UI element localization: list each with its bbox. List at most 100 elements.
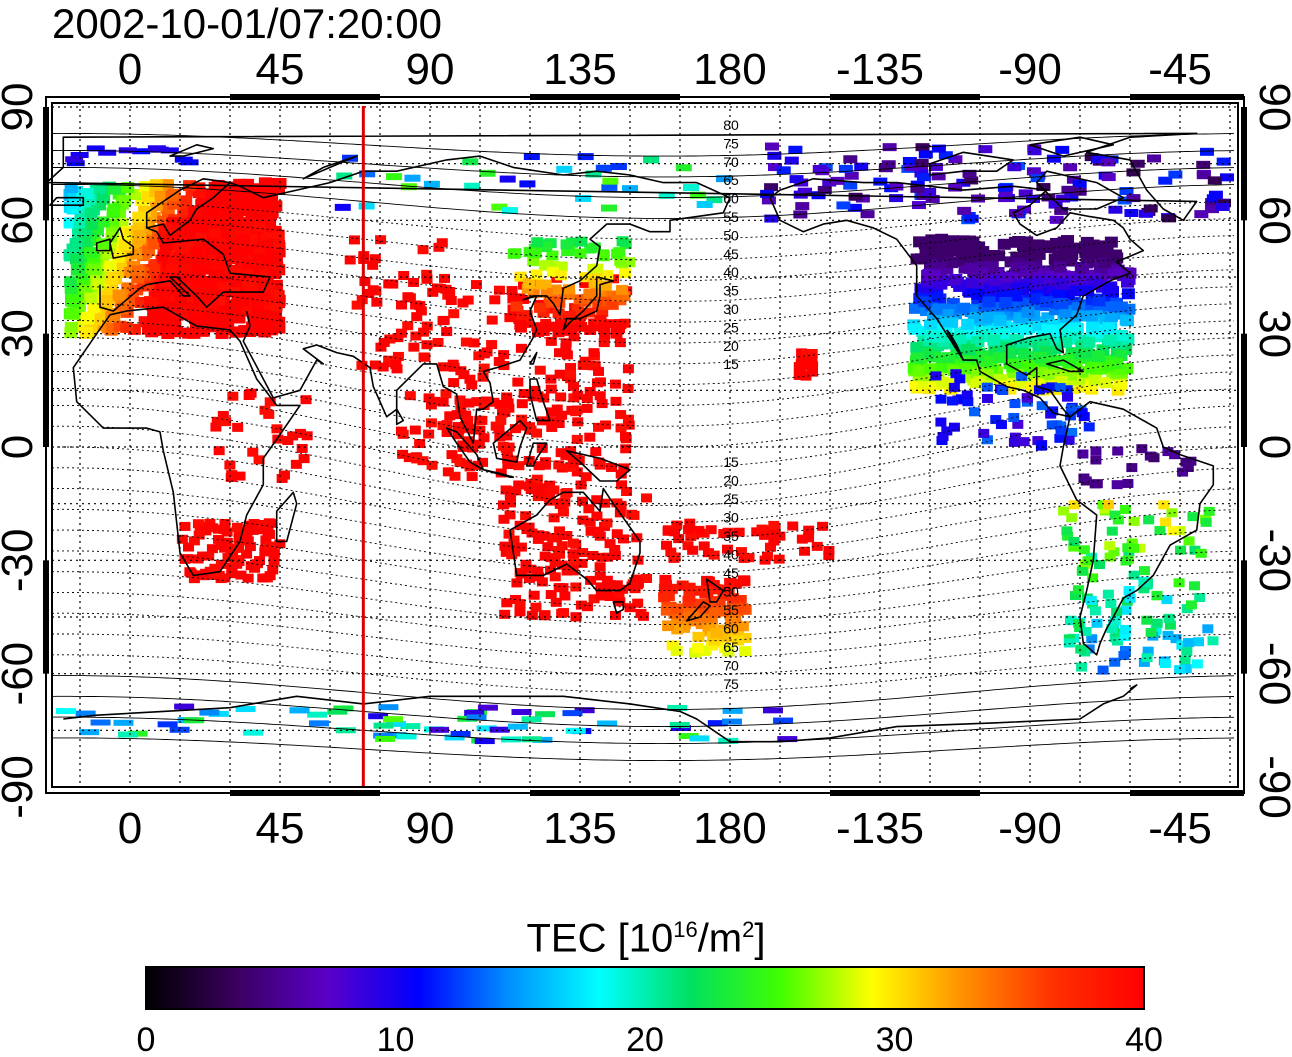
tec-cell <box>584 386 596 396</box>
tec-cell <box>817 185 832 194</box>
tec-cell <box>1119 646 1131 656</box>
tec-cell <box>359 170 376 178</box>
tec-cell <box>474 415 486 425</box>
contour-line <box>51 695 1235 728</box>
tec-cell <box>965 277 979 289</box>
map-frame <box>43 94 1247 796</box>
contour-line <box>51 529 1235 592</box>
tec-cell <box>218 186 232 198</box>
tec-cell <box>262 295 275 306</box>
tec-cell <box>1097 665 1109 675</box>
tec-cell <box>213 295 226 306</box>
tec-cell <box>1079 246 1093 258</box>
tec-cell <box>531 237 544 248</box>
tec-cell <box>252 307 265 318</box>
contour-line <box>52 550 1235 609</box>
tec-cell <box>557 507 569 517</box>
tec-cell <box>1119 314 1133 326</box>
tec-cell <box>133 229 147 241</box>
tec-cell <box>692 643 705 654</box>
tec-cell <box>601 270 614 281</box>
tec-cell <box>536 443 548 453</box>
tec-cell <box>534 711 555 718</box>
tec-cell <box>1072 585 1084 595</box>
tec-cell <box>725 616 738 627</box>
tec-cell <box>1018 246 1032 258</box>
tec-cell <box>1036 183 1051 192</box>
tec-cell <box>585 170 602 178</box>
tec-cell <box>588 242 601 253</box>
tec-cell <box>575 321 588 332</box>
tec-cell <box>1193 637 1205 647</box>
tec-cell <box>296 443 308 453</box>
tec-cell <box>736 621 749 632</box>
tec-cell <box>408 277 420 287</box>
tec-cell <box>622 364 634 374</box>
tec-cell <box>1191 659 1203 669</box>
tec-cell <box>545 374 557 384</box>
tec-cell <box>1018 437 1030 447</box>
tec-cell <box>1128 570 1140 580</box>
tec-cell <box>1009 432 1021 442</box>
tec-cell <box>707 720 728 727</box>
tec-cell <box>950 369 962 379</box>
tec-cell <box>258 309 271 320</box>
tec-cell <box>130 284 144 296</box>
tec-cell <box>118 731 139 738</box>
tec-cell <box>217 410 229 420</box>
tec-cell <box>300 395 312 405</box>
left-lat-label: 30 <box>0 309 42 358</box>
tec-cell <box>455 402 467 412</box>
tec-cell <box>1162 630 1174 640</box>
tec-cell <box>248 519 260 529</box>
tec-cell <box>441 427 453 437</box>
tec-cell <box>198 256 211 267</box>
tec-cell <box>264 218 277 229</box>
tec-cell <box>231 295 244 306</box>
tec-cell <box>1104 541 1116 551</box>
tec-cell <box>1105 599 1117 609</box>
tec-cell <box>128 189 142 201</box>
tec-cell <box>241 529 253 539</box>
tec-cell <box>523 247 536 258</box>
tec-cell <box>556 541 568 551</box>
tec-cell <box>371 297 383 307</box>
tec-cell <box>729 604 742 615</box>
tec-cell <box>471 397 483 407</box>
tec-cell <box>170 279 183 290</box>
tec-cell <box>978 428 990 438</box>
tec-cell <box>182 554 194 564</box>
tec-cell <box>583 504 595 514</box>
contour-label: 80 <box>723 117 739 133</box>
tec-cell <box>1063 435 1075 445</box>
tec-cell <box>632 598 644 608</box>
top-lon-label: 0 <box>118 45 142 94</box>
tec-cell <box>1106 526 1118 536</box>
tec-cell <box>229 326 243 338</box>
contour-line <box>52 285 1235 344</box>
tec-cell <box>410 331 422 341</box>
plot-border <box>51 102 1239 788</box>
tec-cell <box>1148 453 1160 463</box>
tec-cell <box>1126 538 1138 548</box>
tec-cell <box>555 448 567 458</box>
tec-cell <box>112 289 126 301</box>
tec-cell <box>259 405 271 415</box>
tec-cell <box>561 350 573 360</box>
contour-line <box>52 716 1234 745</box>
tec-cell <box>978 273 992 285</box>
tec-cell <box>396 733 417 740</box>
tec-cell <box>660 605 673 616</box>
tec-cell <box>1094 560 1106 570</box>
tec-cell <box>947 396 959 406</box>
tec-cell <box>1073 619 1085 629</box>
tec-cell <box>1010 251 1024 263</box>
tec-cell <box>523 455 535 465</box>
tec-cell <box>263 283 276 294</box>
tec-cell <box>739 632 752 643</box>
tec-cell <box>968 264 982 276</box>
tec-cell <box>1146 154 1161 163</box>
tec-cell <box>440 389 452 399</box>
tec-cell <box>516 312 529 323</box>
tec-cell <box>555 321 568 332</box>
